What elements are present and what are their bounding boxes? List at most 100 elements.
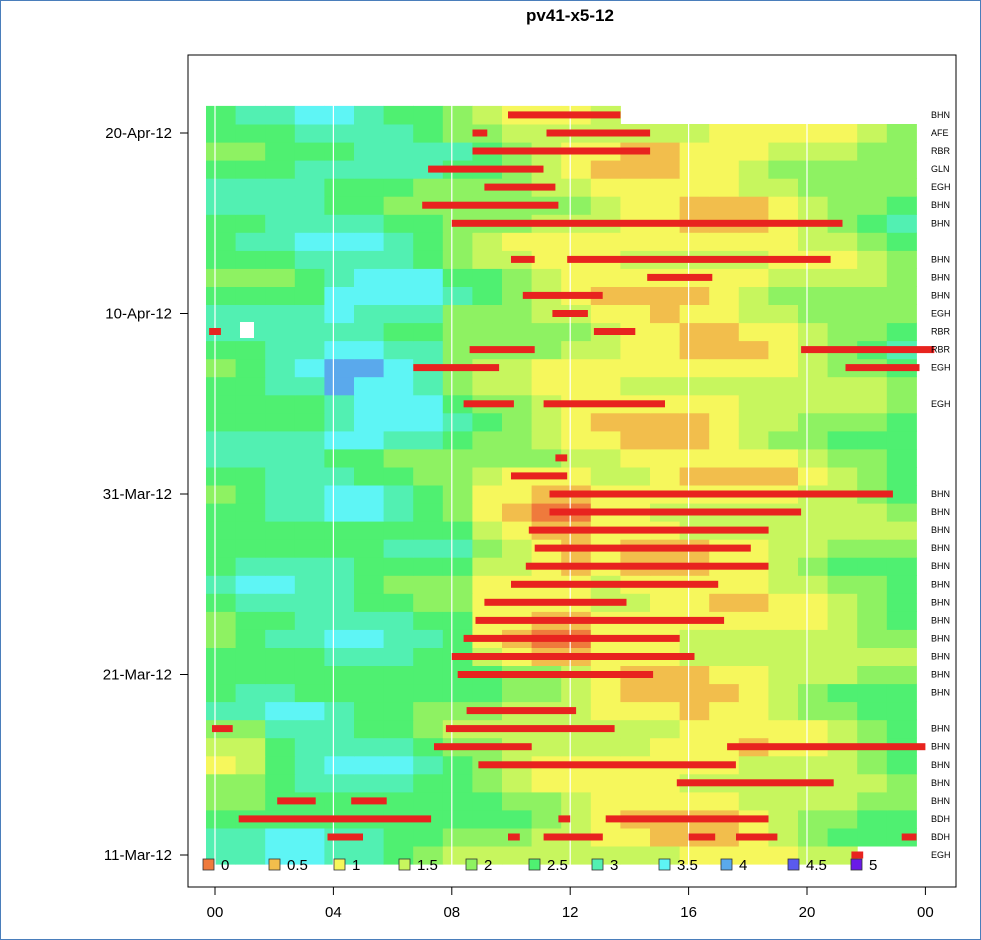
heatmap-cell bbox=[768, 196, 799, 215]
heatmap-cell bbox=[206, 575, 237, 594]
heatmap-cell bbox=[738, 322, 769, 342]
heatmap-cell bbox=[590, 304, 621, 324]
heatmap-cell bbox=[827, 629, 858, 648]
heatmap-cell bbox=[472, 304, 503, 324]
heatmap-cell bbox=[324, 846, 355, 865]
heatmap-cell bbox=[265, 214, 296, 233]
heatmap-cell bbox=[206, 827, 237, 847]
heatmap-cell bbox=[827, 160, 858, 179]
heatmap-cell bbox=[354, 250, 385, 269]
heatmap-cell bbox=[472, 448, 503, 468]
heatmap-cell bbox=[738, 358, 769, 378]
heatmap-cell bbox=[354, 719, 385, 739]
heatmap-cell bbox=[886, 466, 917, 486]
heatmap-cell bbox=[590, 827, 621, 847]
heatmap-cell bbox=[442, 178, 473, 197]
heatmap-cell bbox=[294, 557, 325, 576]
heatmap-cell bbox=[265, 268, 296, 287]
heatmap-cell bbox=[294, 719, 325, 739]
heatmap-cell bbox=[354, 232, 385, 251]
heatmap-cell bbox=[472, 539, 503, 558]
y-tick-label: 31-Mar-12 bbox=[103, 486, 172, 503]
heatmap-cell bbox=[265, 701, 296, 721]
heatmap-cell bbox=[265, 629, 296, 648]
station-label: BHN bbox=[931, 200, 950, 210]
heatmap-cell bbox=[383, 575, 414, 594]
heatmap-cell bbox=[679, 719, 710, 739]
station-label: BHN bbox=[931, 507, 950, 517]
station-label: RBR bbox=[931, 327, 951, 337]
heatmap-cell bbox=[827, 503, 858, 522]
heatmap-cell bbox=[679, 232, 710, 251]
heatmap-cell bbox=[383, 485, 414, 504]
heatmap-cell bbox=[798, 286, 829, 305]
heatmap-cell bbox=[442, 286, 473, 305]
legend-swatch bbox=[720, 858, 733, 871]
heatmap-cell bbox=[531, 160, 562, 179]
heatmap-cell bbox=[768, 647, 799, 666]
heatmap-cell bbox=[679, 629, 710, 648]
heatmap-cell bbox=[531, 358, 562, 378]
station-label: EGH bbox=[931, 309, 951, 319]
heatmap-cell bbox=[886, 683, 917, 703]
event-bar bbox=[484, 598, 627, 606]
heatmap-cell bbox=[620, 737, 651, 757]
heatmap-cell bbox=[383, 304, 414, 324]
heatmap-cell bbox=[827, 412, 858, 432]
heatmap-cell bbox=[709, 611, 740, 630]
heatmap-cell bbox=[886, 755, 917, 775]
heatmap-cell bbox=[561, 178, 592, 197]
heatmap-cell bbox=[413, 539, 444, 558]
heatmap-cell bbox=[383, 412, 414, 432]
heatmap-cell bbox=[206, 647, 237, 666]
heatmap-cell bbox=[383, 196, 414, 215]
heatmap-cell bbox=[413, 593, 444, 612]
heatmap-cell bbox=[857, 286, 888, 305]
heatmap-cell bbox=[886, 250, 917, 269]
heatmap-cell bbox=[798, 448, 829, 468]
heatmap-cell bbox=[709, 304, 740, 324]
hour-gridlines bbox=[214, 105, 808, 870]
heatmap-cell bbox=[354, 647, 385, 666]
heatmap-cell bbox=[857, 322, 888, 342]
heatmap-cell bbox=[442, 539, 473, 558]
heatmap-cell bbox=[472, 376, 503, 396]
heatmap-cell bbox=[413, 466, 444, 486]
station-label: EGH bbox=[931, 399, 951, 409]
heatmap-cell bbox=[620, 827, 651, 847]
event-bar bbox=[413, 364, 500, 372]
heatmap-cell bbox=[324, 611, 355, 630]
heatmap-cell bbox=[294, 232, 325, 251]
y-tick-label: 11-Mar-12 bbox=[104, 847, 172, 864]
heatmap-cell bbox=[235, 737, 266, 757]
heatmap-cell bbox=[206, 593, 237, 612]
heatmap-cell bbox=[413, 412, 444, 432]
heatmap-cell bbox=[294, 160, 325, 179]
event-bar bbox=[567, 255, 831, 263]
heatmap-cell bbox=[768, 539, 799, 558]
heatmap-cell bbox=[768, 178, 799, 197]
heatmap-cell bbox=[354, 196, 385, 215]
heatmap-cell bbox=[294, 304, 325, 324]
heatmap-cell bbox=[709, 160, 740, 179]
legend-label: 2.5 bbox=[547, 857, 568, 874]
heatmap-cell bbox=[561, 809, 592, 829]
heatmap-cell bbox=[590, 376, 621, 396]
heatmap-cell bbox=[442, 791, 473, 811]
heatmap-cell bbox=[472, 250, 503, 269]
heatmap-cell bbox=[235, 575, 266, 594]
heatmap-cell bbox=[886, 430, 917, 450]
heatmap-cell bbox=[857, 178, 888, 197]
heatmap-cell bbox=[590, 773, 621, 793]
heatmap-cell bbox=[235, 214, 266, 233]
heatmap-cell bbox=[472, 466, 503, 486]
heatmap-cell bbox=[354, 322, 385, 342]
heatmap-cell bbox=[857, 160, 888, 179]
heatmap-cell bbox=[294, 665, 325, 685]
heatmap-cell bbox=[857, 466, 888, 486]
heatmap-cell bbox=[620, 358, 651, 378]
heatmap-cell bbox=[857, 773, 888, 793]
heatmap-cell bbox=[472, 809, 503, 829]
station-label: BHN bbox=[931, 272, 950, 282]
heatmap-cell bbox=[827, 791, 858, 811]
